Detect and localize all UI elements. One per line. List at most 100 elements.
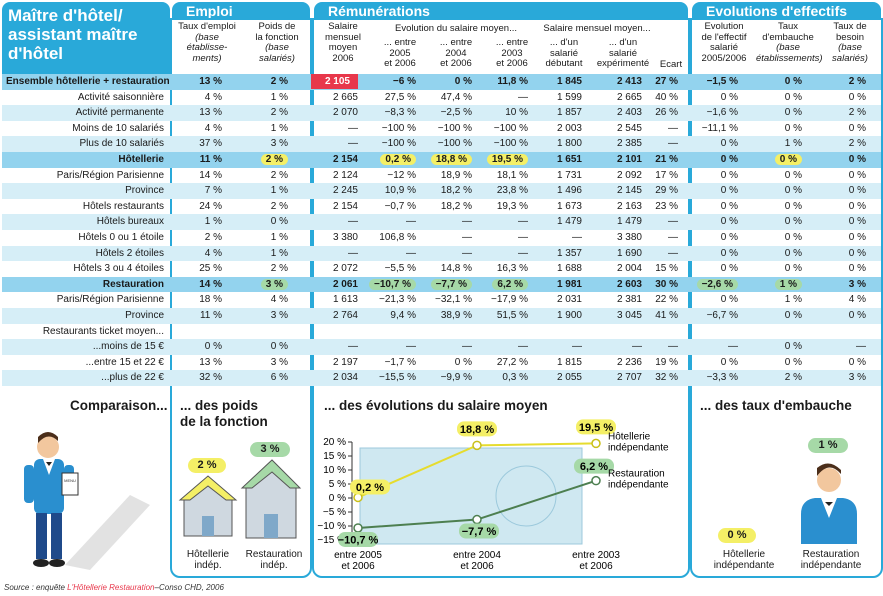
table-cell: 14 % <box>162 277 222 293</box>
waiter-illustration: MENU <box>24 432 150 570</box>
table-cell <box>298 324 358 340</box>
table-row: Province 11 % 3 % 2 764 9,4 % 38,9 % 51,5 % 1 9… <box>2 308 881 324</box>
poids-hotel-label-line1: Hôtellerie <box>186 549 230 560</box>
colhead-evol-effectif: Evolution de l'effectif salarié 2005/2006 <box>694 21 754 72</box>
cell-value: 2 004 <box>616 263 642 275</box>
colhead-line: établissements) <box>756 52 823 64</box>
table-cell: −0,7 % <box>356 199 416 215</box>
table-cell: 2 % <box>742 370 802 386</box>
colhead-line: d'embauche <box>762 31 814 43</box>
table-cell: 0,2 % <box>356 152 416 168</box>
table-cell: 10,9 % <box>356 183 416 199</box>
comparison-title: Comparaison... <box>70 398 168 413</box>
table-row: Restaurants ticket moyen... <box>2 324 881 340</box>
embauche-resto-label-line1: Restauration <box>802 549 860 560</box>
table-cell <box>678 324 738 340</box>
table-cell: 0 % <box>806 261 866 277</box>
table-cell: 2 603 <box>582 277 642 293</box>
colhead-line: expérimenté <box>596 58 650 69</box>
table-cell: — <box>298 246 358 262</box>
table-cell: 2 092 <box>582 168 642 184</box>
table-cell: 10 % <box>468 105 528 121</box>
table-cell: — <box>618 230 678 246</box>
table-cell: 4 % <box>806 292 866 308</box>
table-row: Moins de 10 salariés 4 % 1 % — −100 % −100 % −… <box>2 121 881 137</box>
table-cell: 0 % <box>742 152 802 168</box>
cell-value: 2 % <box>270 200 288 212</box>
cell-value: — <box>348 341 358 353</box>
table-cell: −32,1 % <box>412 292 472 308</box>
cell-value: 2 665 <box>332 91 358 103</box>
table-cell: 2 163 <box>582 199 642 215</box>
cell-value: −100 % <box>493 138 528 150</box>
cell-value: 2 163 <box>616 200 642 212</box>
cell-value: −100 % <box>437 138 472 150</box>
cell-value: 1 690 <box>616 247 642 259</box>
table-cell: 14 % <box>162 168 222 184</box>
table-cell: 1 599 <box>522 90 582 106</box>
cell-value: — <box>518 247 528 259</box>
table-row: Ensemble hôtellerie + restauration 13 % 2 … <box>2 74 881 90</box>
cell-value: −0,7 % <box>384 200 416 212</box>
cell-value: 0 % <box>784 216 802 228</box>
table-cell: 1 731 <box>522 168 582 184</box>
data-label: −10,7 % <box>338 534 379 546</box>
colhead-line: (base <box>265 42 289 53</box>
table-cell: 3 045 <box>582 308 642 324</box>
table-cell: 2 003 <box>522 121 582 137</box>
table-cell: — <box>356 246 416 262</box>
cell-value: 4 % <box>204 247 222 259</box>
table-cell: −1,7 % <box>356 355 416 371</box>
cell-value: 2 545 <box>616 122 642 134</box>
cell-value: 24 % <box>199 200 222 212</box>
colhead-sal-group: Salaire mensuel moyen... <box>543 23 651 34</box>
table-cell: 1 651 <box>522 152 582 168</box>
y-tick-label: 20 % <box>323 437 346 448</box>
data-point <box>353 492 363 503</box>
cell-value: 2 381 <box>616 294 642 306</box>
source-suffix: –Conso CHD, 2006 <box>154 583 224 592</box>
colhead-line: (base <box>195 31 219 43</box>
cell-value: 4 % <box>270 294 288 306</box>
cell-value: 11,8 % <box>497 76 528 87</box>
cell-value: 2 403 <box>616 107 642 119</box>
cell-value: −2,5 % <box>440 107 472 119</box>
table-cell: 2 707 <box>582 370 642 386</box>
cell-value: 2 061 <box>332 278 358 290</box>
colhead-line: Salaire <box>328 21 358 32</box>
frame-effectifs <box>690 18 883 578</box>
cell-value: — <box>518 91 528 103</box>
cell-value: — <box>728 341 738 353</box>
table-cell: — <box>298 339 358 355</box>
row-label: Ensemble hôtellerie + restauration <box>6 76 170 87</box>
row-label: Hôtels bureaux <box>96 216 164 228</box>
table-cell: 1 688 <box>522 261 582 277</box>
cell-value: 1 % <box>784 294 802 306</box>
embauche-hotel-label-line2: indépendante <box>713 560 775 571</box>
cell-value: 1 857 <box>556 107 582 119</box>
cell-value: 19,5 % <box>486 154 528 165</box>
table-cell: 23,8 % <box>468 183 528 199</box>
table-cell: 0 % <box>742 355 802 371</box>
cell-value: 1 800 <box>556 138 582 150</box>
colhead-line: 2006 <box>332 52 354 64</box>
table-cell: 4 % <box>162 90 222 106</box>
cell-value: 2 154 <box>332 154 358 165</box>
cell-value: 18,2 % <box>440 185 472 197</box>
row-label: Paris/Région Parisienne <box>56 169 164 181</box>
table-cell: 0 % <box>412 355 472 371</box>
table-cell: 0 % <box>742 230 802 246</box>
table-cell: −100 % <box>468 121 528 137</box>
table-cell: 1 800 <box>522 136 582 152</box>
table-cell: 6 % <box>228 370 288 386</box>
table-cell: — <box>618 121 678 137</box>
cell-value: 2 072 <box>332 263 358 275</box>
cell-value: — <box>856 341 866 353</box>
colhead-line: Taux de <box>833 21 867 32</box>
cell-value: −10,7 % <box>369 278 416 290</box>
table-cell: 3 % <box>228 277 288 293</box>
table-cell: 2 413 <box>582 74 642 90</box>
table-cell: 14,8 % <box>412 261 472 277</box>
row-label: Activité permanente <box>75 107 164 119</box>
table-cell: 2 197 <box>298 355 358 371</box>
